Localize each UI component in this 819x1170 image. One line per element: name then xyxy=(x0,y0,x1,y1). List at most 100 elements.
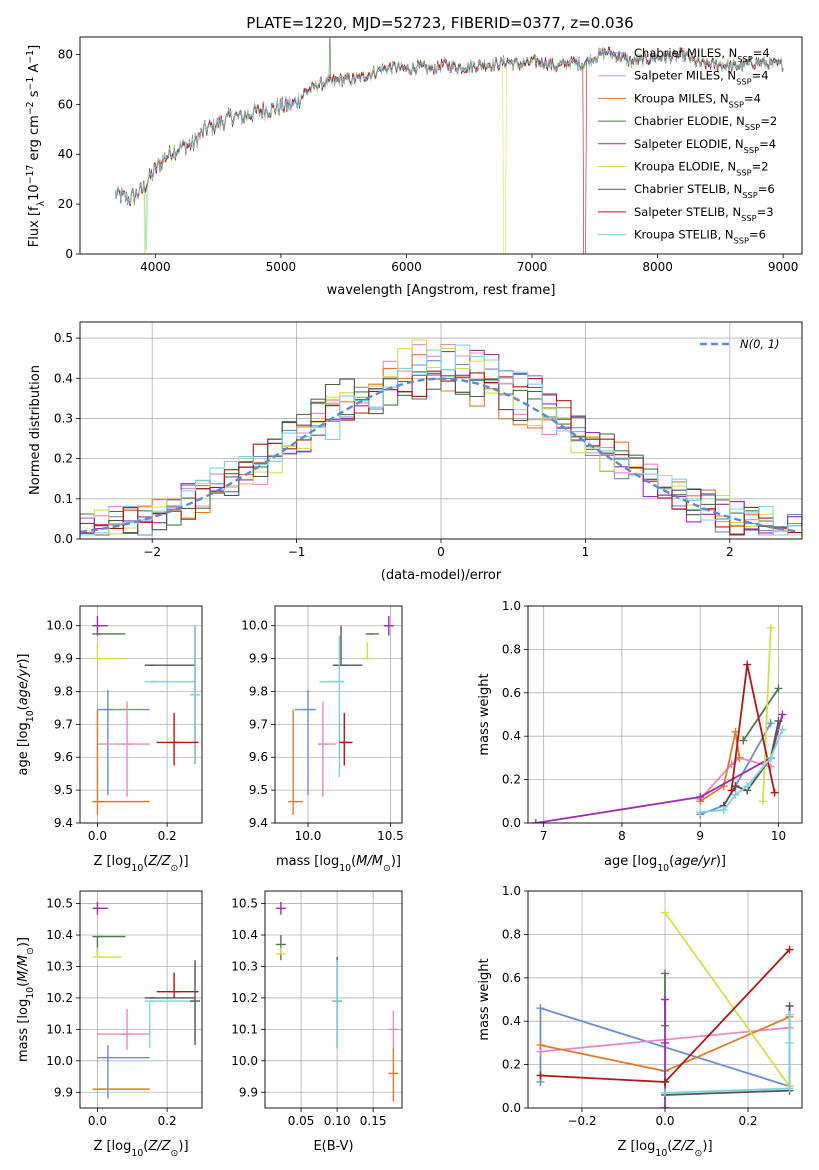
weight-marker xyxy=(766,623,775,632)
legend-label: Kroupa ELODIE, NSSP=2 xyxy=(634,160,769,178)
x-axis-label: E(B-V) xyxy=(313,1139,353,1154)
weight-marker xyxy=(531,819,540,823)
y-tick-label: 10.1 xyxy=(46,1022,73,1036)
x-tick-label: 0.0 xyxy=(88,1114,107,1128)
x-axis-label: mass [log10(M/M⊙)] xyxy=(276,854,401,874)
y-tick-label: 9.9 xyxy=(249,652,268,666)
y-tick-label: 10.4 xyxy=(231,928,258,942)
y-tick-label: 10.4 xyxy=(46,928,73,942)
x-tick-label: −1 xyxy=(288,545,306,559)
weight-marker xyxy=(758,797,767,806)
x-tick-label: 4000 xyxy=(140,260,171,274)
weight-marker xyxy=(766,753,775,762)
y-tick-label: 0.4 xyxy=(54,371,73,385)
weight-marker xyxy=(731,790,740,799)
legend-label: Salpeter ELODIE, NSSP=4 xyxy=(634,137,776,155)
y-axis-label: mass weight xyxy=(477,673,492,755)
panel-residuals: −2 −1 0 1 2 0.0 0.1 0.2 0.3 0.4 0.5 N(0, 1) (data-mo… xyxy=(28,321,803,583)
weight-marker xyxy=(785,1084,794,1093)
weight-line xyxy=(664,1006,791,1096)
x-tick-label: 9000 xyxy=(768,260,799,274)
y-tick-label: 9.8 xyxy=(249,684,268,698)
weight-marker xyxy=(661,1038,669,1047)
y-tick-label: 9.4 xyxy=(249,816,268,830)
weight-marker xyxy=(785,1038,794,1047)
y-tick-label: 0.2 xyxy=(502,1058,521,1072)
x-tick-label: 10 xyxy=(771,829,786,843)
weight-marker xyxy=(719,805,728,814)
x-tick-label: 7 xyxy=(540,829,548,843)
y-tick-label: 10.2 xyxy=(46,991,73,1005)
weight-marker xyxy=(661,908,669,917)
axes-frame xyxy=(79,605,203,824)
legend-label: Kroupa STELIB, NSSP=6 xyxy=(634,228,766,246)
plot-area xyxy=(80,891,202,1108)
weight-marker xyxy=(696,808,705,817)
x-tick-label: 1 xyxy=(582,545,590,559)
axes-frame xyxy=(274,605,403,824)
y-tick-label: 20 xyxy=(58,197,73,211)
weight-marker xyxy=(774,717,783,726)
y-tick-label: 10.3 xyxy=(46,959,73,973)
weight-marker xyxy=(785,1010,794,1019)
y-tick-label: 80 xyxy=(58,47,73,61)
y-tick-label: 0.6 xyxy=(502,971,521,985)
weight-marker xyxy=(661,1077,669,1086)
y-tick-label: 0.2 xyxy=(54,452,73,466)
x-tick-label: −2 xyxy=(143,545,161,559)
x-tick-label: 0.05 xyxy=(288,1114,315,1128)
plot-area xyxy=(265,891,402,1108)
weight-marker xyxy=(785,1002,794,1011)
x-tick-label: 8000 xyxy=(642,260,673,274)
y-tick-label: 10.0 xyxy=(241,619,268,633)
y-tick-label: 10.2 xyxy=(231,991,258,1005)
y-axis-label: age [log10(age/yr)] xyxy=(16,653,36,775)
y-tick-label: 0.6 xyxy=(502,686,521,700)
y-tick-label: 0.2 xyxy=(502,773,521,787)
legend-label: Chabrier ELODIE, NSSP=2 xyxy=(634,114,777,132)
x-tick-label: 8 xyxy=(618,829,626,843)
y-tick-label: 0.0 xyxy=(502,1101,521,1115)
y-tick-label: 0.3 xyxy=(54,411,73,425)
y-tick-label: 10.1 xyxy=(231,1022,258,1036)
plot-area xyxy=(275,606,402,823)
y-tick-label: 0.4 xyxy=(502,1014,521,1028)
x-tick-label: 0.2 xyxy=(158,1114,177,1128)
y-tick-label: 9.4 xyxy=(54,816,73,830)
x-axis-label: Z [log10(Z/Z⊙)] xyxy=(93,854,188,874)
y-tick-label: 1.0 xyxy=(502,884,521,898)
y-tick-label: 0 xyxy=(65,247,73,261)
x-tick-label: 0.2 xyxy=(738,1114,757,1128)
x-axis-label: age [log10(age/yr)] xyxy=(604,854,726,874)
y-axis-label: Normed distribution xyxy=(28,365,43,495)
x-tick-label: 0.2 xyxy=(158,829,177,843)
axes-frame xyxy=(79,36,803,255)
y-tick-label: 9.9 xyxy=(54,1085,73,1099)
weight-marker xyxy=(536,1071,545,1080)
weight-line xyxy=(535,714,784,823)
axes-frame xyxy=(79,321,803,540)
axes-frame xyxy=(264,890,403,1109)
weight-marker xyxy=(766,762,775,771)
plot-area xyxy=(80,606,202,823)
x-axis-label: Z [log10(Z/Z⊙)] xyxy=(93,1139,188,1159)
normal-curve xyxy=(80,377,800,534)
y-tick-label: 10.3 xyxy=(231,959,258,973)
y-tick-label: 10.5 xyxy=(46,897,73,911)
x-tick-label: 0.0 xyxy=(88,829,107,843)
x-axis-label: (data-model)/error xyxy=(381,568,502,583)
plot-area xyxy=(528,891,802,1108)
panel-spectrum: 4000 5000 6000 7000 8000 9000 0 20 40 60 80 wavelen… xyxy=(25,36,803,298)
weight-marker xyxy=(536,1041,545,1050)
histogram-step xyxy=(80,344,802,536)
x-tick-label: 6000 xyxy=(391,260,422,274)
y-axis-label: Flux [fλ10−17 erg cm−2 s−1 A−1] xyxy=(25,45,47,247)
y-tick-label: 0.1 xyxy=(54,492,73,506)
weight-line xyxy=(762,627,772,802)
figure-title: PLATE=1220, MJD=52723, FIBERID=0377, z=0… xyxy=(246,14,633,32)
panel-weights_vs_Z: −0.2 0.0 0.2 0.0 0.2 0.4 0.6 0.8 1.0 Z [log10(Z/Z… xyxy=(477,884,803,1159)
y-tick-label: 9.9 xyxy=(54,652,73,666)
panel-age_vs_mass: 10.0 10.5 9.4 9.5 9.6 9.7 9.8 9.9 10.0 mass [log1… xyxy=(241,605,404,874)
y-tick-label: 0.8 xyxy=(502,642,521,656)
